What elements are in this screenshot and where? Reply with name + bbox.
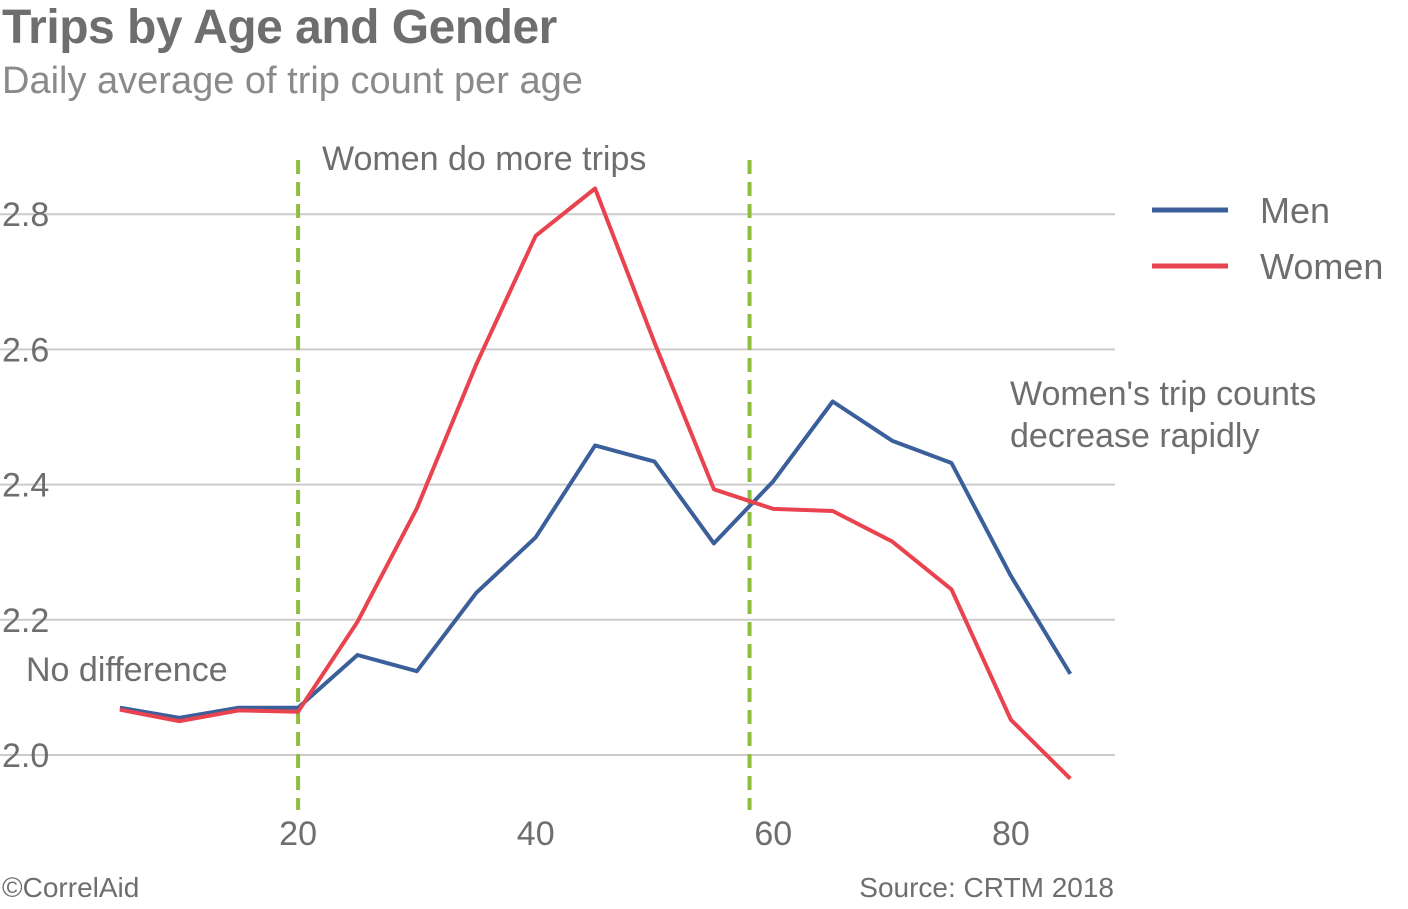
annotation-middle: Women do more trips [322,140,646,178]
y-tick-label: 2.0 [2,737,49,775]
y-axis-ticks: 2.0 2.2 2.4 2.6 2.8 [2,196,49,775]
y-tick-label: 2.8 [2,196,49,234]
annotation-right-line1: Women's trip counts [1010,375,1316,413]
legend-label: Women [1260,246,1383,287]
reference-lines [296,160,752,810]
y-tick-label: 2.6 [2,331,49,369]
x-tick-label: 20 [279,815,317,853]
footer-credit: ©CorrelAid [2,872,140,903]
grid-lines [0,213,1115,756]
footer-source: Source: CRTM 2018 [859,872,1114,903]
x-tick-label: 60 [754,815,792,853]
y-tick-label: 2.2 [2,602,49,640]
series-line-men [119,399,1073,720]
x-tick-label: 40 [517,815,555,853]
annotation-left: No difference [26,651,228,689]
series-line-women [119,186,1072,781]
y-tick-label: 2.4 [2,467,49,505]
annotation-right-line2: decrease rapidly [1010,417,1259,455]
chart-title: Trips by Age and Gender [2,1,557,54]
x-tick-label: 80 [992,815,1030,853]
legend-label: Men [1260,190,1330,231]
x-axis-ticks: 20 40 60 80 [279,815,1030,853]
series-lines [119,186,1073,781]
legend: Men Women [1152,190,1383,287]
chart-subtitle: Daily average of trip count per age [2,60,583,102]
